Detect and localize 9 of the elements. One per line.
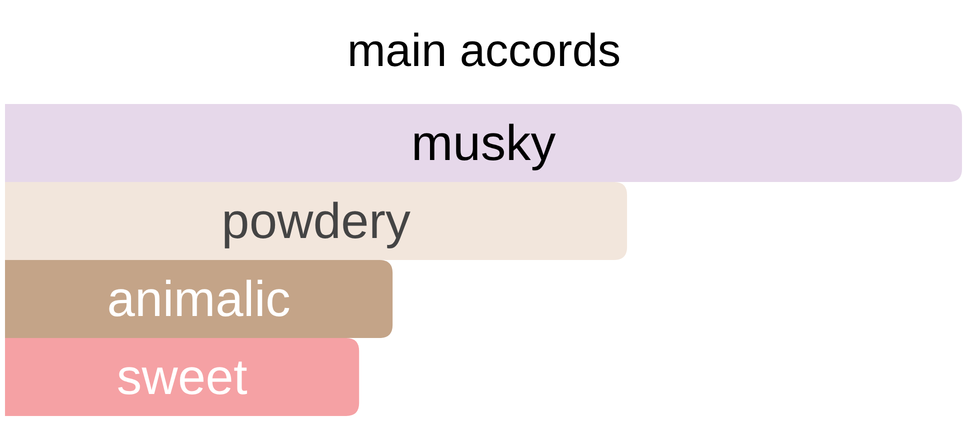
- y-tick-label: sweet: [116, 349, 248, 405]
- chart-title: main accords: [347, 24, 621, 76]
- y-tick-label: musky: [411, 115, 556, 171]
- bar: [5, 260, 393, 338]
- y-tick-label: animalic: [107, 271, 290, 327]
- bar: [5, 338, 360, 416]
- bar: [5, 104, 962, 182]
- bar: [5, 182, 628, 260]
- y-tick-label: powdery: [222, 193, 411, 249]
